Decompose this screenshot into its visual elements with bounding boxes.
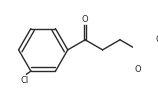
Text: O: O bbox=[82, 15, 88, 24]
Text: O: O bbox=[156, 35, 158, 44]
Text: O: O bbox=[134, 65, 141, 74]
Text: Cl: Cl bbox=[20, 77, 28, 85]
